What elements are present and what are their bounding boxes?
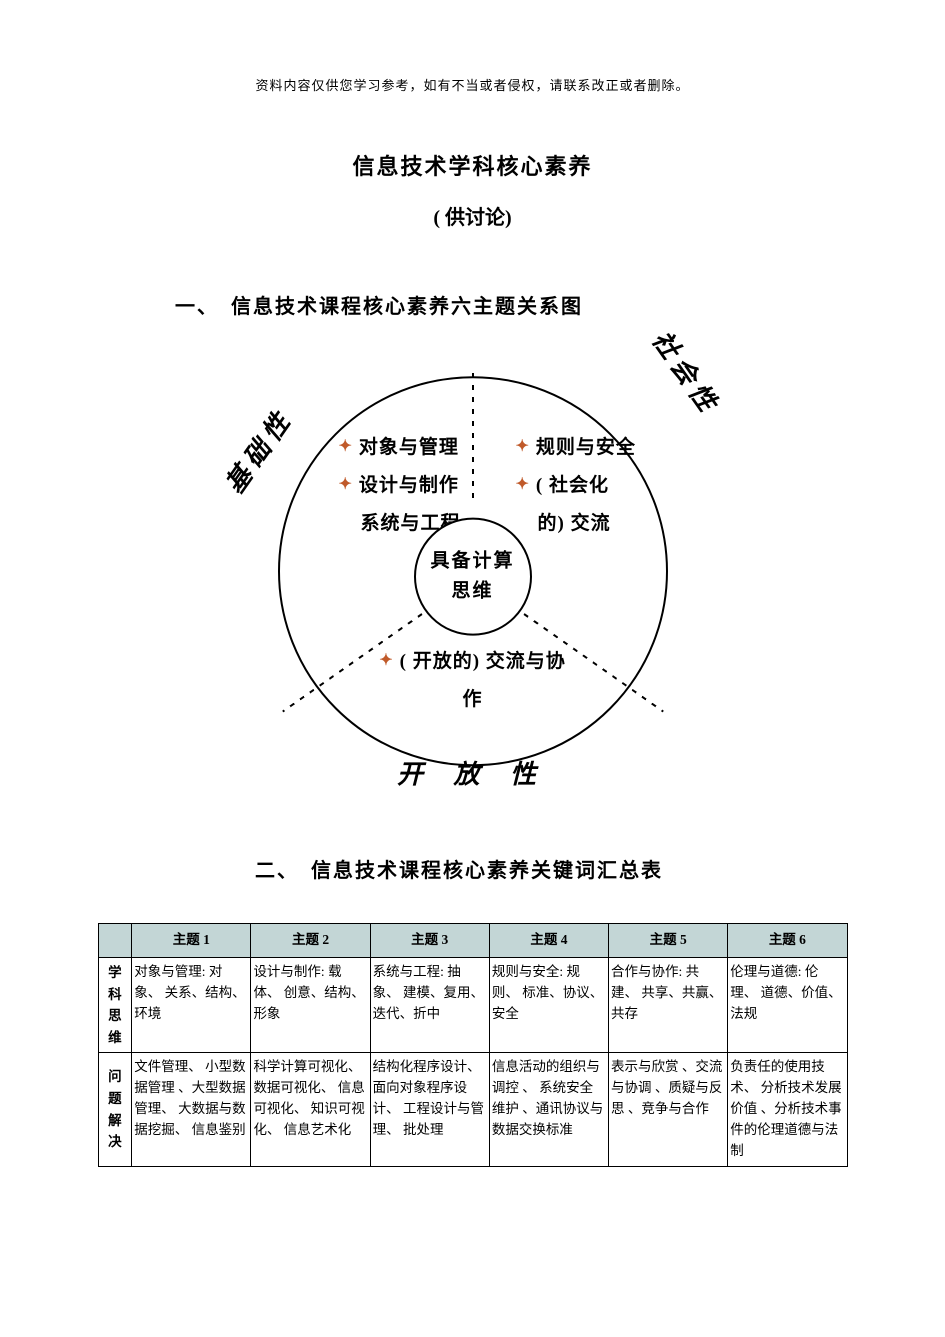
node-label: ( 开放的) 交流与协 xyxy=(400,651,566,672)
page-subtitle: ( 供讨论) xyxy=(0,201,945,230)
cell: 表示与欣赏 、交流与协调 、质疑与反思 、竞争与合作 xyxy=(609,1053,728,1167)
bullet-icon: ✦ xyxy=(516,431,530,463)
cell: 科学计算可视化、 数据可视化、 信息可视化、 知识可视化、 信息艺术化 xyxy=(251,1053,370,1167)
th: 主题 6 xyxy=(728,924,847,958)
table-row: 学科思维学科思维 对象与管理: 对象、 关系、结构、 环境 设计与制作: 载体、… xyxy=(98,957,847,1052)
cell: 设计与制作: 载体、 创意、结构、 形象 xyxy=(251,957,370,1052)
center-label: 具备计算思维 xyxy=(426,546,520,607)
bullet-icon: ✦ xyxy=(339,431,353,463)
node-label: 规则与安全 xyxy=(536,437,636,458)
th: 主题 3 xyxy=(370,924,489,958)
th: 主题 2 xyxy=(251,924,370,958)
node-label: 作 xyxy=(462,689,482,710)
sector-bottom: ✦ ( 开放的) 交流与协 作 xyxy=(333,643,613,719)
node-label: ( 社会化 xyxy=(536,475,609,496)
row-head: 问题解决 xyxy=(98,1053,132,1167)
section-1-heading: 一、 信息技术课程核心素养六主题关系图 xyxy=(175,290,945,319)
node-label: 设计与制作 xyxy=(359,475,459,496)
outer-label-right: 社会性 xyxy=(645,322,730,422)
th: 主题 4 xyxy=(489,924,608,958)
table-header-row: 主题 1 主题 2 主题 3 主题 4 主题 5 主题 6 xyxy=(98,924,847,958)
th: 主题 5 xyxy=(609,924,728,958)
cell: 对象与管理: 对象、 关系、结构、 环境 xyxy=(132,957,251,1052)
row-head: 学科思维学科思维 xyxy=(98,957,132,1052)
cell: 负责任的使用技术、 分析技术发展价值 、分析技术事件的伦理道德与法制 xyxy=(728,1053,847,1167)
center-circle: 具备计算思维 xyxy=(414,518,532,636)
outer-label-left: 基础性 xyxy=(215,400,300,500)
cell: 信息活动的组织与调控 、 系统安全维护 、通讯协议与数据交换标准 xyxy=(489,1053,608,1167)
node-label: 对象与管理 xyxy=(359,437,459,458)
section-2-heading: 二、 信息技术课程核心素养关键词汇总表 xyxy=(255,854,945,883)
table-row: 问题解决 文件管理、 小型数据管理 、大型数据管理、 大数据与数据挖掘、 信息鉴… xyxy=(98,1053,847,1167)
th-blank xyxy=(98,924,132,958)
outer-label-bottom: 开 放 性 xyxy=(397,754,548,791)
bullet-icon: ✦ xyxy=(339,469,353,501)
cell: 系统与工程: 抽象、 建模、复用、 迭代、折中 xyxy=(370,957,489,1052)
six-theme-diagram: ✦对象与管理 ✦设计与制作 系统与工程 ✦规则与安全 ✦( 社会化 的) 交流 … xyxy=(243,349,703,809)
cell: 规则与安全: 规则、 标准、协议、 安全 xyxy=(489,957,608,1052)
separator-top xyxy=(472,373,474,503)
bullet-icon: ✦ xyxy=(516,469,530,501)
cell: 结构化程序设计、 面向对象程序设计、 工程设计与管理、 批处理 xyxy=(370,1053,489,1167)
bullet-icon: ✦ xyxy=(379,645,393,677)
keywords-summary-table: 主题 1 主题 2 主题 3 主题 4 主题 5 主题 6 学科思维学科思维 对… xyxy=(98,923,848,1167)
cell: 文件管理、 小型数据管理 、大型数据管理、 大数据与数据挖掘、 信息鉴别 xyxy=(132,1053,251,1167)
cell: 合作与协作: 共建、 共享、共赢、 共存 xyxy=(609,957,728,1052)
header-disclaimer: 资料内容仅供您学习参考，如有不当或者侵权，请联系改正或者删除。 xyxy=(0,0,945,94)
th: 主题 1 xyxy=(132,924,251,958)
cell: 伦理与道德: 伦理、 道德、价值、 法规 xyxy=(728,957,847,1052)
sector-top-right: ✦ 规则与安全 ✦ ( 社会化 的) 交流 xyxy=(516,429,686,543)
node-label: 的) 交流 xyxy=(538,513,611,534)
page-title: 信息技术学科核心素养 xyxy=(0,149,945,181)
